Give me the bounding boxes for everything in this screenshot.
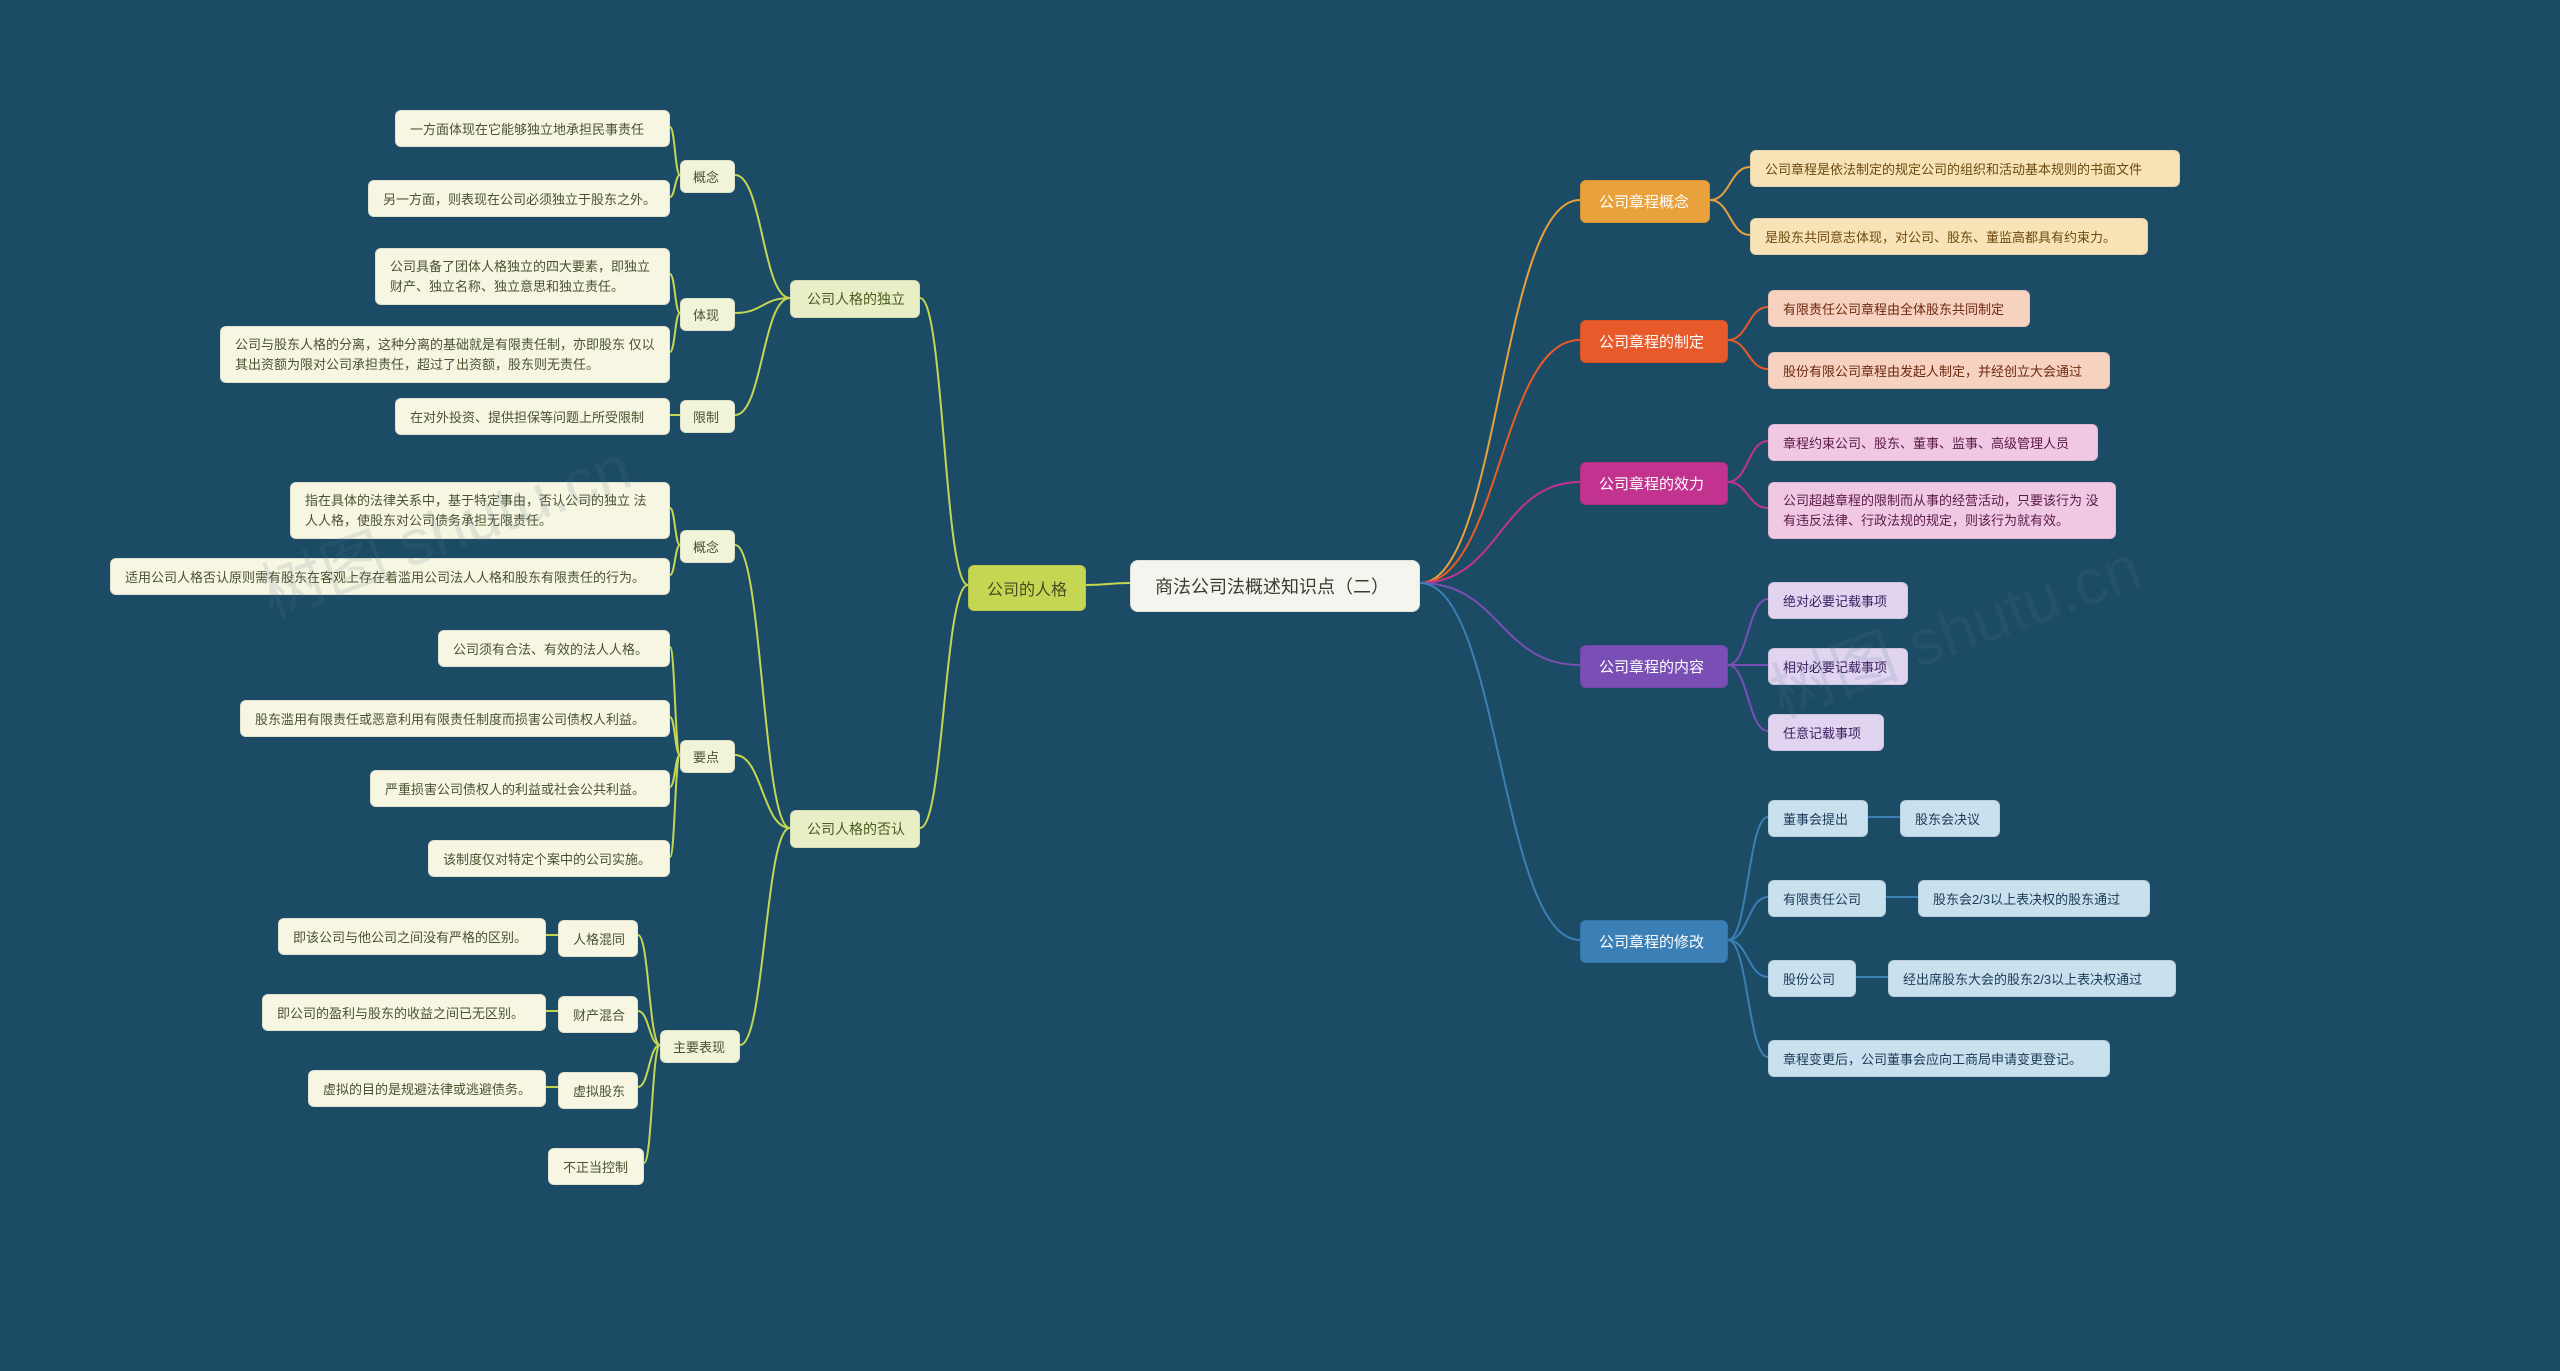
left-leaf-1-1-0: 公司须有合法、有效的法人人格。 <box>438 630 670 667</box>
right-leaf-4-1: 有限责任公司 <box>1768 880 1886 917</box>
root-node: 商法公司法概述知识点（二） <box>1130 560 1420 612</box>
right-subleaf-4-0: 股东会决议 <box>1900 800 2000 837</box>
right-leaf-3-0: 绝对必要记载事项 <box>1768 582 1908 619</box>
right-leaf-0-1: 是股东共同意志体现，对公司、股东、董监高都具有约束力。 <box>1750 218 2148 255</box>
left-child-0-2: 限制 <box>680 400 735 433</box>
right-leaf-0-0: 公司章程是依法制定的规定公司的组织和活动基本规则的书面文件 <box>1750 150 2180 187</box>
left-leaf-0-2-0: 在对外投资、提供担保等问题上所受限制 <box>395 398 670 435</box>
right-leaf-4-2: 股份公司 <box>1768 960 1856 997</box>
right-leaf-1-1: 股份有限公司章程由发起人制定，并经创立大会通过 <box>1768 352 2110 389</box>
right-leaf-1-0: 有限责任公司章程由全体股东共同制定 <box>1768 290 2030 327</box>
right-leaf-4-0: 董事会提出 <box>1768 800 1868 837</box>
left-leaf-1-2-1: 财产混合 <box>558 996 638 1033</box>
left-child-0-1: 体现 <box>680 298 735 331</box>
right-branch-2: 公司章程的效力 <box>1580 462 1728 505</box>
watermark: 树图 shutu.cn <box>1756 516 2152 735</box>
left-branch-0: 公司人格的独立 <box>790 280 920 318</box>
right-leaf-2-0: 章程约束公司、股东、董事、监事、高级管理人员 <box>1768 424 2098 461</box>
right-branch-4: 公司章程的修改 <box>1580 920 1728 963</box>
left-subleaf-1-2-0: 即该公司与他公司之间没有严格的区别。 <box>278 918 546 955</box>
left-leaf-1-0-0: 指在具体的法律关系中，基于特定事由，否认公司的独立 法人人格，使股东对公司债务承… <box>290 482 670 539</box>
left-leaf-1-0-1: 适用公司人格否认原则需有股东在客观上存在着滥用公司法人人格和股东有限责任的行为。 <box>110 558 670 595</box>
right-leaf-4-3: 章程变更后，公司董事会应向工商局申请变更登记。 <box>1768 1040 2110 1077</box>
left-child-1-0: 概念 <box>680 530 735 563</box>
left-leaf-1-1-1: 股东滥用有限责任或恶意利用有限责任制度而损害公司债权人利益。 <box>240 700 670 737</box>
left-subleaf-1-2-2: 虚拟的目的是规避法律或逃避债务。 <box>308 1070 546 1107</box>
left-child-0-0: 概念 <box>680 160 735 193</box>
right-leaf-3-1: 相对必要记载事项 <box>1768 648 1908 685</box>
left-leaf-0-1-0: 公司具备了团体人格独立的四大要素，即独立 财产、独立名称、独立意思和独立责任。 <box>375 248 670 305</box>
right-branch-1: 公司章程的制定 <box>1580 320 1728 363</box>
left-leaf-1-2-3: 不正当控制 <box>548 1148 644 1185</box>
left-branch-1: 公司人格的否认 <box>790 810 920 848</box>
left-leaf-1-2-2: 虚拟股东 <box>558 1072 638 1109</box>
left-leaf-1-1-3: 该制度仅对特定个案中的公司实施。 <box>428 840 670 877</box>
left-leaf-0-0-1: 另一方面，则表现在公司必须独立于股东之外。 <box>368 180 670 217</box>
right-leaf-3-2: 任意记载事项 <box>1768 714 1884 751</box>
right-leaf-2-1: 公司超越章程的限制而从事的经营活动，只要该行为 没有违反法律、行政法规的规定，则… <box>1768 482 2116 539</box>
left-leaf-1-2-0: 人格混同 <box>558 920 638 957</box>
right-subleaf-4-1: 股东会2/3以上表决权的股东通过 <box>1918 880 2150 917</box>
left-leaf-0-0-0: 一方面体现在它能够独立地承担民事责任 <box>395 110 670 147</box>
left-child-1-2: 主要表现 <box>660 1030 740 1063</box>
right-subleaf-4-2: 经出席股东大会的股东2/3以上表决权通过 <box>1888 960 2176 997</box>
left-subleaf-1-2-1: 即公司的盈利与股东的收益之间已无区别。 <box>262 994 546 1031</box>
right-branch-0: 公司章程概念 <box>1580 180 1710 223</box>
left-leaf-0-1-1: 公司与股东人格的分离，这种分离的基础就是有限责任制，亦即股东 仅以其出资额为限对… <box>220 326 670 383</box>
left-child-1-1: 要点 <box>680 740 735 773</box>
right-branch-3: 公司章程的内容 <box>1580 645 1728 688</box>
left-leaf-1-1-2: 严重损害公司债权人的利益或社会公共利益。 <box>370 770 670 807</box>
left-lvl1: 公司的人格 <box>968 565 1086 611</box>
